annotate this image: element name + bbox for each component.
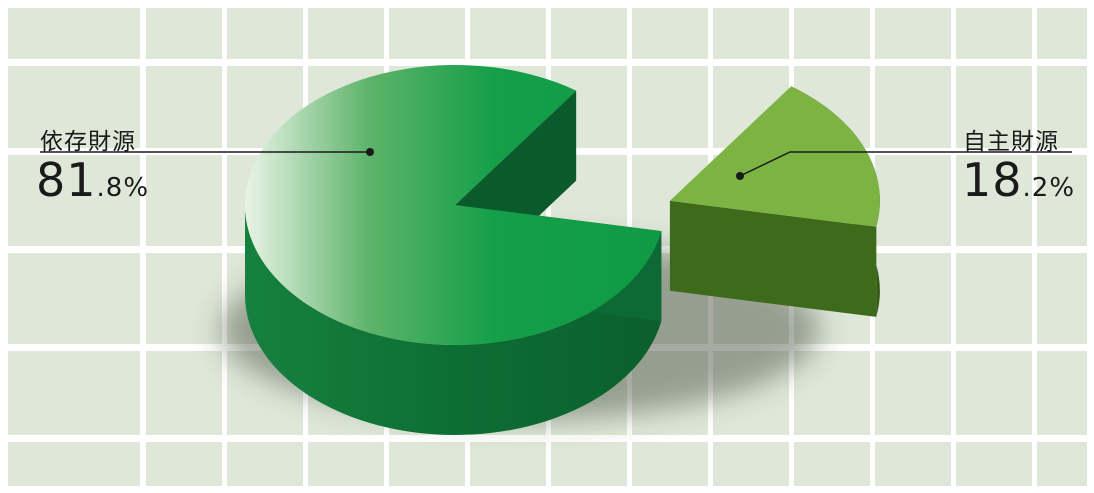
grid-cell <box>713 8 789 59</box>
slice-value-int: 81 <box>36 153 97 207</box>
grid-cell <box>146 351 222 435</box>
grid-cell <box>794 8 870 59</box>
grid-cell <box>956 442 1032 486</box>
grid-cell <box>875 66 951 148</box>
slice-value-frac: .8% <box>96 173 150 203</box>
slice-side-dependent-revenue <box>245 205 662 435</box>
slice-value-dependent-revenue: 81.8% <box>36 157 149 203</box>
grid-cell <box>1037 442 1087 486</box>
slice-cut-face-own-revenue <box>669 200 877 317</box>
grid-cell <box>956 155 1032 246</box>
leader-dot-own-revenue <box>736 172 744 180</box>
grid-cell <box>551 8 627 59</box>
grid-cell <box>1037 253 1087 344</box>
grid-cell <box>308 442 384 486</box>
grid-cell <box>8 351 140 435</box>
grid-cell <box>227 442 303 486</box>
leader-line-own-revenue <box>739 151 1072 177</box>
grid-cell <box>713 442 789 486</box>
grid-cell <box>956 253 1032 344</box>
grid-cell <box>875 253 951 344</box>
grid-cell <box>8 155 140 246</box>
grid-cell <box>875 351 951 435</box>
grid-cell <box>308 8 384 59</box>
grid-cell <box>875 442 951 486</box>
slice-value-frac: .2% <box>1022 173 1076 203</box>
pie-slices <box>244 65 880 435</box>
grid-cell <box>794 442 870 486</box>
grid-cell <box>632 66 708 148</box>
grid-cell <box>956 66 1032 148</box>
grid-cell <box>146 442 222 486</box>
grid-cell <box>632 442 708 486</box>
grid-cell <box>1037 351 1087 435</box>
grid-cell <box>8 66 140 148</box>
grid-cell <box>8 253 140 344</box>
grid-cell <box>875 8 951 59</box>
grid-cell <box>389 442 465 486</box>
grid-cell <box>551 442 627 486</box>
slice-value-int: 18 <box>962 153 1023 207</box>
slice-dependent-revenue <box>244 65 662 345</box>
grid-cell <box>146 253 222 344</box>
grid-cell <box>389 8 465 59</box>
grid-cell <box>1037 8 1087 59</box>
grid-cell <box>956 351 1032 435</box>
grid-cell <box>227 8 303 59</box>
slice-own-revenue <box>669 86 880 227</box>
grid-cell <box>470 8 546 59</box>
grid-cell <box>8 8 140 59</box>
grid-cell <box>1037 155 1087 246</box>
grid-cell <box>794 351 870 435</box>
grid-cell <box>632 8 708 59</box>
grid-cell <box>956 8 1032 59</box>
slice-label-own-revenue: 自主財源 <box>963 129 1059 155</box>
slice-value-own-revenue: 18.2% <box>962 157 1075 203</box>
grid-cell <box>146 8 222 59</box>
grid-cell <box>146 155 222 246</box>
grid-cell <box>875 155 951 246</box>
leader-dot-dependent-revenue <box>366 148 374 156</box>
grid-cell <box>470 442 546 486</box>
grid-cell <box>8 442 140 486</box>
grid-cell <box>1037 66 1087 148</box>
slice-label-dependent-revenue: 依存財源 <box>40 129 136 155</box>
leader-lines <box>40 148 1072 180</box>
grid-cell <box>146 66 222 148</box>
